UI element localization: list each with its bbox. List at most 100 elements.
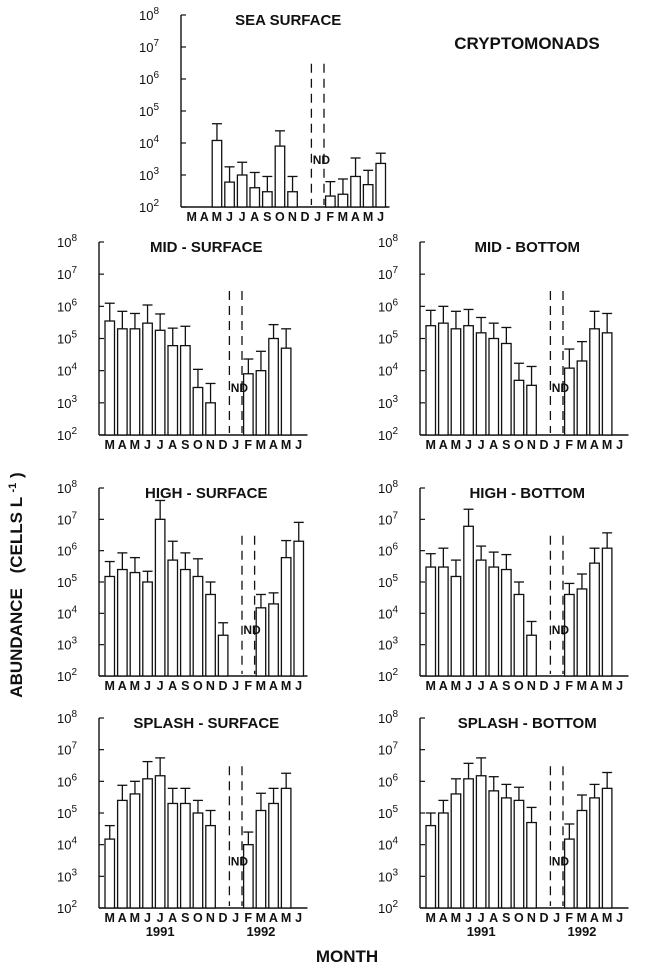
x-tick-label: A (118, 438, 127, 452)
x-tick-label: S (181, 911, 190, 925)
y-axis-label-text: ABUNDANCE (7, 588, 26, 698)
y-tick-base: 10 (57, 428, 71, 443)
x-tick-label: O (514, 679, 524, 693)
bar (513, 379, 525, 436)
x-tick-label: A (590, 438, 599, 452)
x-tick-label: M (451, 438, 462, 452)
y-tick-exponent: 2 (71, 899, 77, 910)
bar (167, 344, 179, 436)
y-tick-label: 103 (57, 636, 77, 653)
y-tick-base: 10 (378, 428, 392, 443)
y-tick-label: 103 (378, 394, 398, 411)
y-tick-exponent: 5 (71, 573, 77, 584)
bar (601, 547, 613, 677)
y-tick-exponent: 8 (392, 233, 398, 244)
y-tick-label: 102 (378, 899, 398, 916)
y-tick-base: 10 (378, 235, 392, 250)
bar (601, 332, 613, 436)
y-tick-exponent: 2 (71, 426, 77, 437)
x-tick-label: A (118, 911, 127, 925)
x-tick-label: A (118, 679, 127, 693)
year-label: 1992 (246, 924, 275, 939)
y-tick-base: 10 (378, 669, 392, 684)
bar (563, 838, 575, 909)
x-tick-label: M (451, 679, 462, 693)
bar (167, 559, 179, 677)
y-tick-exponent: 7 (392, 741, 398, 752)
y-tick-exponent: 5 (71, 330, 77, 341)
y-tick-exponent: 3 (71, 867, 77, 878)
x-tick-label: D (219, 911, 228, 925)
bar (261, 191, 273, 208)
y-tick-exponent: 6 (392, 772, 398, 783)
bar (513, 799, 525, 909)
y-tick-exponent: 4 (392, 604, 398, 615)
bar (255, 809, 267, 909)
x-tick-label: A (269, 679, 278, 693)
bar (154, 775, 166, 909)
x-tick-label: A (351, 210, 360, 224)
y-tick-exponent: 7 (392, 510, 398, 521)
bar (116, 568, 128, 677)
x-tick-label: O (193, 911, 203, 925)
y-tick-base: 10 (378, 364, 392, 379)
x-tick-label: S (181, 679, 190, 693)
year-label: 1992 (567, 924, 596, 939)
y-tick-exponent: 5 (392, 804, 398, 815)
y-tick-exponent: 7 (71, 741, 77, 752)
x-tick-label: M (104, 679, 115, 693)
y-tick-base: 10 (57, 743, 71, 758)
x-tick-label: J (553, 911, 560, 925)
y-axis-label-group: ABUNDANCE (CELLS L -1 ) (7, 472, 26, 698)
nd-label: ND (243, 623, 261, 637)
x-tick-label: S (502, 438, 511, 452)
x-tick-label: F (244, 679, 252, 693)
y-tick-label: 102 (378, 426, 398, 443)
bar (274, 145, 286, 208)
y-tick-exponent: 8 (153, 6, 159, 17)
x-tick-label: S (502, 679, 511, 693)
y-tick-exponent: 6 (71, 772, 77, 783)
bar (450, 328, 462, 436)
y-tick-label: 103 (139, 166, 159, 183)
bar (142, 322, 153, 436)
x-tick-label: A (590, 911, 599, 925)
bar (167, 802, 179, 909)
bar (255, 607, 267, 677)
y-tick-base: 10 (378, 512, 392, 527)
y-tick-exponent: 4 (392, 836, 398, 847)
y-tick-label: 103 (378, 867, 398, 884)
bar (526, 634, 537, 677)
y-tick-label: 106 (57, 297, 77, 314)
x-tick-label: J (232, 438, 239, 452)
x-tick-label: J (465, 438, 472, 452)
y-tick-base: 10 (378, 638, 392, 653)
x-tick-label: D (540, 438, 549, 452)
x-tick-label: A (590, 679, 599, 693)
y-tick-base: 10 (378, 575, 392, 590)
y-tick-exponent: 6 (153, 70, 159, 81)
y-tick-base: 10 (378, 606, 392, 621)
bar (450, 575, 462, 677)
panel-title: HIGH - SURFACE (145, 485, 268, 502)
y-tick-base: 10 (57, 364, 71, 379)
bar (280, 347, 292, 436)
x-tick-label: A (168, 438, 177, 452)
x-tick-label: D (219, 438, 228, 452)
x-tick-label: N (206, 911, 215, 925)
bar (129, 571, 141, 677)
x-tick-label: M (577, 911, 588, 925)
bar (463, 778, 474, 909)
bar (205, 593, 216, 677)
y-tick-base: 10 (139, 136, 153, 151)
y-tick-base: 10 (139, 168, 153, 183)
bar (179, 802, 191, 909)
x-tick-label: M (281, 679, 292, 693)
bar (437, 566, 449, 677)
x-tick-label: J (157, 911, 164, 925)
y-tick-exponent: 6 (71, 542, 77, 553)
y-tick-label: 107 (378, 265, 398, 282)
x-tick-label: N (288, 210, 297, 224)
